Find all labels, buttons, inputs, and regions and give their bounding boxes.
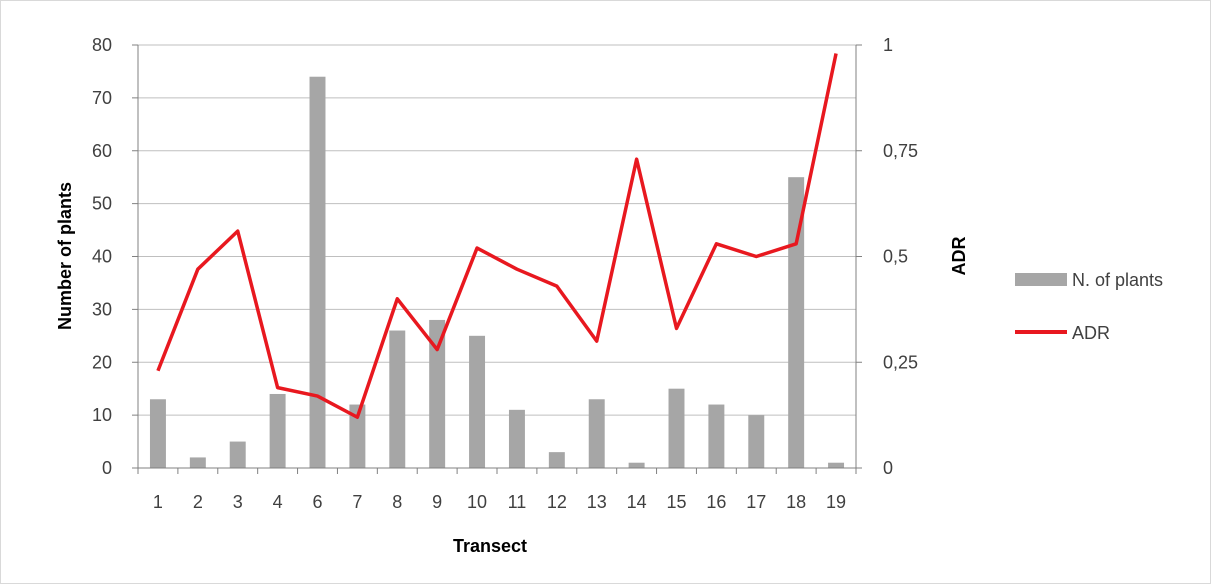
bar xyxy=(788,177,805,468)
bar xyxy=(229,441,246,468)
x-tick-label: 14 xyxy=(627,492,647,512)
x-tick-label: 17 xyxy=(746,492,766,512)
y-tick-label: 80 xyxy=(92,35,112,55)
bar xyxy=(469,335,486,468)
bar xyxy=(269,393,286,468)
bar xyxy=(189,457,206,468)
y2-tick-label: 0 xyxy=(883,458,893,478)
y2-axis-title: ADR xyxy=(949,237,969,276)
legend-label-line: ADR xyxy=(1072,323,1110,343)
y-axis-title: Number of plants xyxy=(55,182,75,330)
bar xyxy=(508,409,525,468)
bar xyxy=(588,399,605,468)
y-tick-label: 70 xyxy=(92,88,112,108)
y-tick-label: 0 xyxy=(102,458,112,478)
y-tick-label: 50 xyxy=(92,194,112,214)
bar xyxy=(828,462,845,468)
legend-swatch-bars xyxy=(1015,273,1067,286)
y-tick-label: 60 xyxy=(92,141,112,161)
y-tick-label: 30 xyxy=(92,299,112,319)
x-tick-label: 18 xyxy=(786,492,806,512)
y2-tick-label: 0,5 xyxy=(883,247,908,267)
x-tick-label: 7 xyxy=(352,492,362,512)
x-axis-title: Transect xyxy=(453,536,527,556)
y2-tick-label: 0,25 xyxy=(883,352,918,372)
x-tick-label: 2 xyxy=(193,492,203,512)
bar xyxy=(349,404,366,468)
line-series xyxy=(156,53,838,419)
x-tick-label: 8 xyxy=(392,492,402,512)
x-tick-label: 6 xyxy=(312,492,322,512)
bar xyxy=(429,319,446,468)
bar xyxy=(628,462,645,468)
bar xyxy=(309,76,326,468)
legend-label-bars: N. of plants xyxy=(1072,270,1163,290)
adr-line xyxy=(156,53,838,419)
x-tick-label: 19 xyxy=(826,492,846,512)
bar xyxy=(548,452,565,468)
bar xyxy=(668,388,685,468)
legend: N. of plants ADR xyxy=(1015,270,1163,343)
y-tick-label: 20 xyxy=(92,352,112,372)
x-tick-label: 11 xyxy=(508,492,527,512)
y-tick-label: 10 xyxy=(92,405,112,425)
bar-series xyxy=(149,76,845,468)
x-tick-label: 3 xyxy=(233,492,243,512)
x-tick-label: 10 xyxy=(467,492,487,512)
x-tick-label: 1 xyxy=(153,492,163,512)
x-tick-label: 15 xyxy=(666,492,686,512)
x-tick-label: 16 xyxy=(706,492,726,512)
y2-tick-label: 1 xyxy=(883,35,893,55)
x-tick-label: 9 xyxy=(432,492,442,512)
y-tick-label: 40 xyxy=(92,247,112,267)
y2-tick-label: 0,75 xyxy=(883,141,918,161)
x-tick-label: 13 xyxy=(587,492,607,512)
bar xyxy=(748,415,765,468)
bar xyxy=(149,399,166,468)
bar xyxy=(389,330,406,468)
x-tick-label: 12 xyxy=(547,492,567,512)
x-tick-label: 4 xyxy=(273,492,283,512)
bar xyxy=(708,404,725,468)
